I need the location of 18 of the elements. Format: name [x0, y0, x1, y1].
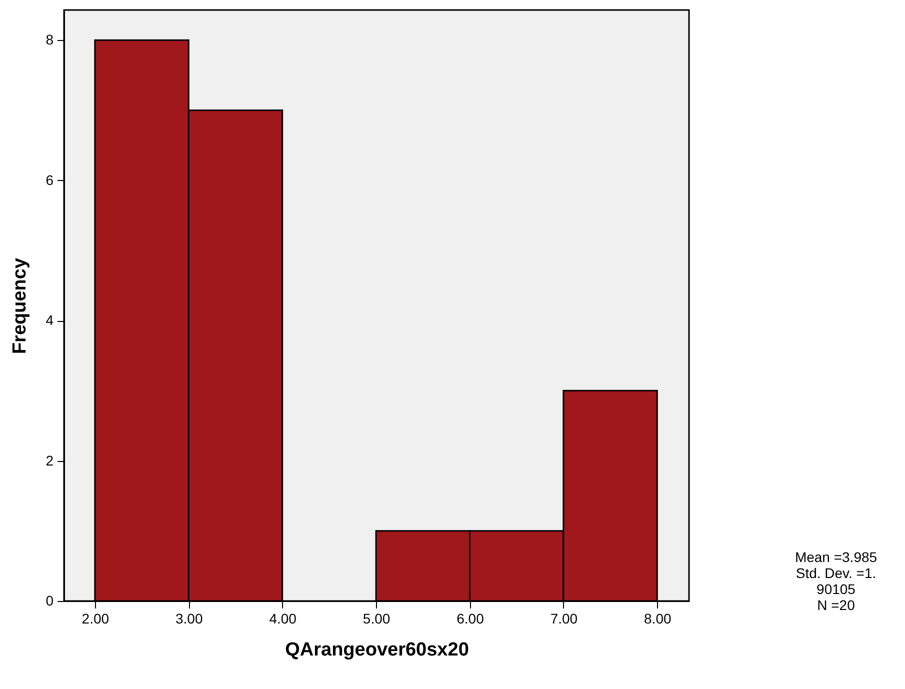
x-tick-label: 7.00 [550, 610, 578, 626]
text: Std. Dev. =1. [796, 565, 876, 581]
y-axis-title: Frequency [10, 258, 31, 354]
text: 90105 [816, 581, 856, 597]
x-tick-label: 4.00 [269, 610, 297, 626]
x-tick-label: 2.00 [82, 610, 110, 626]
x-tick-label: 5.00 [362, 610, 390, 626]
y-tick-label: 8 [46, 32, 54, 48]
x-tick-label: 3.00 [176, 610, 203, 626]
y-tick-label: 2 [46, 452, 54, 468]
x-axis-title: QArangeover60sx20 [285, 640, 469, 660]
x-tick-label: 8.00 [644, 610, 672, 626]
y-tick-label: 4 [46, 312, 54, 328]
y-tick-label: 6 [46, 172, 54, 188]
text: Mean =3.985 [794, 549, 878, 565]
x-tick-label: 6.00 [456, 610, 484, 626]
y-tick-label: 0 [46, 592, 54, 608]
text: N =20 [817, 597, 856, 613]
